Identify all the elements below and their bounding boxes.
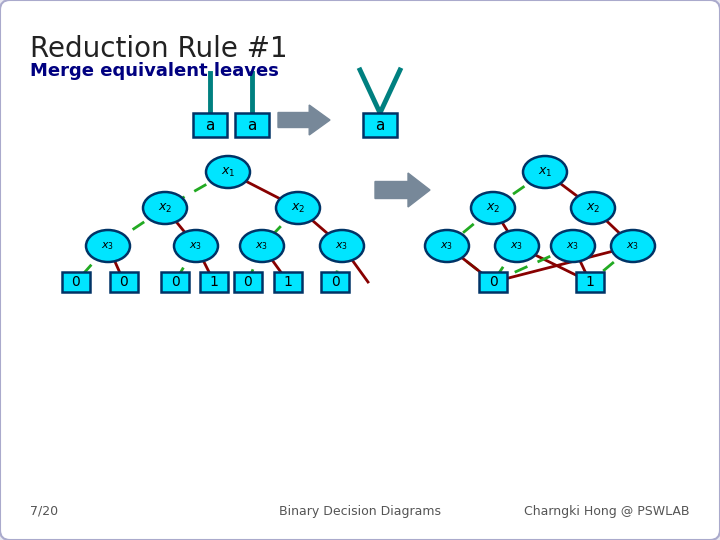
Text: $x_3$: $x_3$ [102,240,114,252]
Ellipse shape [174,230,218,262]
FancyBboxPatch shape [363,113,397,137]
FancyBboxPatch shape [479,272,507,292]
Ellipse shape [276,192,320,224]
FancyBboxPatch shape [235,113,269,137]
Text: a: a [375,118,384,132]
Ellipse shape [320,230,364,262]
FancyBboxPatch shape [321,272,349,292]
Ellipse shape [551,230,595,262]
Ellipse shape [471,192,515,224]
Text: 1: 1 [585,275,595,289]
FancyBboxPatch shape [62,272,90,292]
Text: 1: 1 [284,275,292,289]
Ellipse shape [495,230,539,262]
Text: 7/20: 7/20 [30,505,58,518]
Ellipse shape [206,156,250,188]
Text: $x_1$: $x_1$ [221,165,235,179]
Polygon shape [375,173,430,207]
Text: a: a [205,118,215,132]
FancyBboxPatch shape [234,272,262,292]
FancyBboxPatch shape [161,272,189,292]
Text: $x_3$: $x_3$ [189,240,202,252]
FancyBboxPatch shape [200,272,228,292]
FancyBboxPatch shape [193,113,227,137]
Text: 0: 0 [330,275,339,289]
Ellipse shape [86,230,130,262]
Text: 0: 0 [120,275,128,289]
Text: $x_3$: $x_3$ [626,240,639,252]
Text: $x_2$: $x_2$ [158,201,172,214]
Text: $x_3$: $x_3$ [567,240,580,252]
Polygon shape [278,105,330,135]
Text: Merge equivalent leaves: Merge equivalent leaves [30,62,279,80]
Ellipse shape [611,230,655,262]
FancyBboxPatch shape [274,272,302,292]
Text: 1: 1 [210,275,218,289]
Text: Reduction Rule #1: Reduction Rule #1 [30,35,287,63]
Text: $x_2$: $x_2$ [291,201,305,214]
Text: $x_2$: $x_2$ [586,201,600,214]
Text: $x_3$: $x_3$ [336,240,348,252]
Ellipse shape [240,230,284,262]
Text: 0: 0 [171,275,179,289]
Ellipse shape [143,192,187,224]
FancyBboxPatch shape [576,272,604,292]
Ellipse shape [571,192,615,224]
Text: Binary Decision Diagrams: Binary Decision Diagrams [279,505,441,518]
Text: $x_2$: $x_2$ [486,201,500,214]
Text: 0: 0 [489,275,498,289]
Text: $x_3$: $x_3$ [256,240,269,252]
Text: $x_3$: $x_3$ [441,240,454,252]
Text: $x_3$: $x_3$ [510,240,523,252]
Text: a: a [247,118,257,132]
FancyBboxPatch shape [110,272,138,292]
Text: $x_1$: $x_1$ [538,165,552,179]
Ellipse shape [523,156,567,188]
Text: 0: 0 [71,275,81,289]
Text: Charngki Hong @ PSWLAB: Charngki Hong @ PSWLAB [524,505,690,518]
Ellipse shape [425,230,469,262]
Text: 0: 0 [243,275,253,289]
